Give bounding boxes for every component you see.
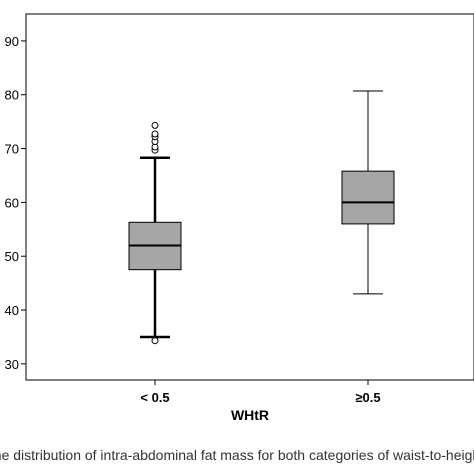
y-tick-label: 30 <box>5 357 19 372</box>
box-series <box>128 90 395 345</box>
y-tick-label: 50 <box>5 249 19 264</box>
y-tick-label: 70 <box>5 142 19 157</box>
y-tick-label: 40 <box>5 303 19 318</box>
outlier-point <box>151 130 159 138</box>
figure-caption: the distribution of intra-abdominal fat … <box>0 440 474 470</box>
x-tick-label: < 0.5 <box>140 390 169 405</box>
caption-text: the distribution of intra-abdominal fat … <box>0 447 474 463</box>
x-axis: < 0.5 ≥0.5 <box>140 380 381 405</box>
x-tick-label: ≥0.5 <box>355 390 380 405</box>
outlier-point <box>151 121 159 129</box>
y-axis: 30 40 50 60 70 80 90 <box>5 34 26 372</box>
y-tick-label: 80 <box>5 88 19 103</box>
box-iqr <box>341 170 395 225</box>
x-axis-label: WHtR <box>231 407 269 423</box>
y-tick-label: 90 <box>5 34 19 49</box>
y-tick-label: 60 <box>5 195 19 210</box>
plot-frame <box>25 13 474 381</box>
outlier-point <box>151 337 159 345</box>
